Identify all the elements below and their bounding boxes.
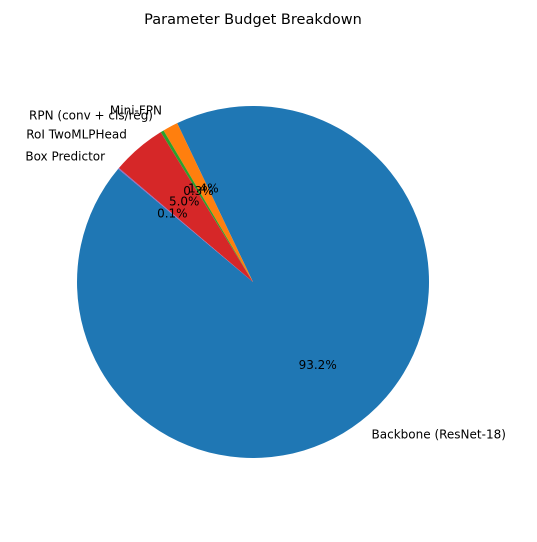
pie-slice-mini-fpn bbox=[163, 123, 253, 282]
pie-slice-roi-twomlphead bbox=[118, 132, 253, 282]
pie-label-mini-fpn: Mini-FPN bbox=[110, 104, 162, 118]
pie-label-box-predictor: Box Predictor bbox=[25, 150, 105, 164]
pie-label-roi-twomlphead: RoI TwoMLPHead bbox=[26, 128, 127, 142]
pie-slice-box-predictor bbox=[118, 168, 254, 282]
pie-slice-backbone-resnet-18 bbox=[77, 105, 430, 458]
pie-pct-mini-fpn: 1.4% bbox=[188, 181, 219, 195]
pie-label-rpn-conv-cls-reg: RPN (conv + cls/reg) bbox=[29, 109, 153, 123]
chart-title: Parameter Budget Breakdown bbox=[144, 12, 362, 28]
pie-slices bbox=[77, 105, 430, 458]
pie-pct-roi-twomlphead: 5.0% bbox=[169, 194, 200, 208]
pie-pct-backbone-resnet-18: 93.2% bbox=[299, 358, 337, 372]
pie-pct-rpn-conv-cls-reg: 0.3% bbox=[183, 184, 214, 198]
pie-percent-labels: 93.2% 1.4%0.3%5.0%0.1% bbox=[157, 181, 337, 372]
pie-pct-box-predictor: 0.1% bbox=[157, 206, 188, 220]
pie-slice-rpn-conv-cls-reg bbox=[160, 130, 253, 282]
pie-label-backbone-resnet-18: Backbone (ResNet-18) bbox=[372, 428, 506, 442]
